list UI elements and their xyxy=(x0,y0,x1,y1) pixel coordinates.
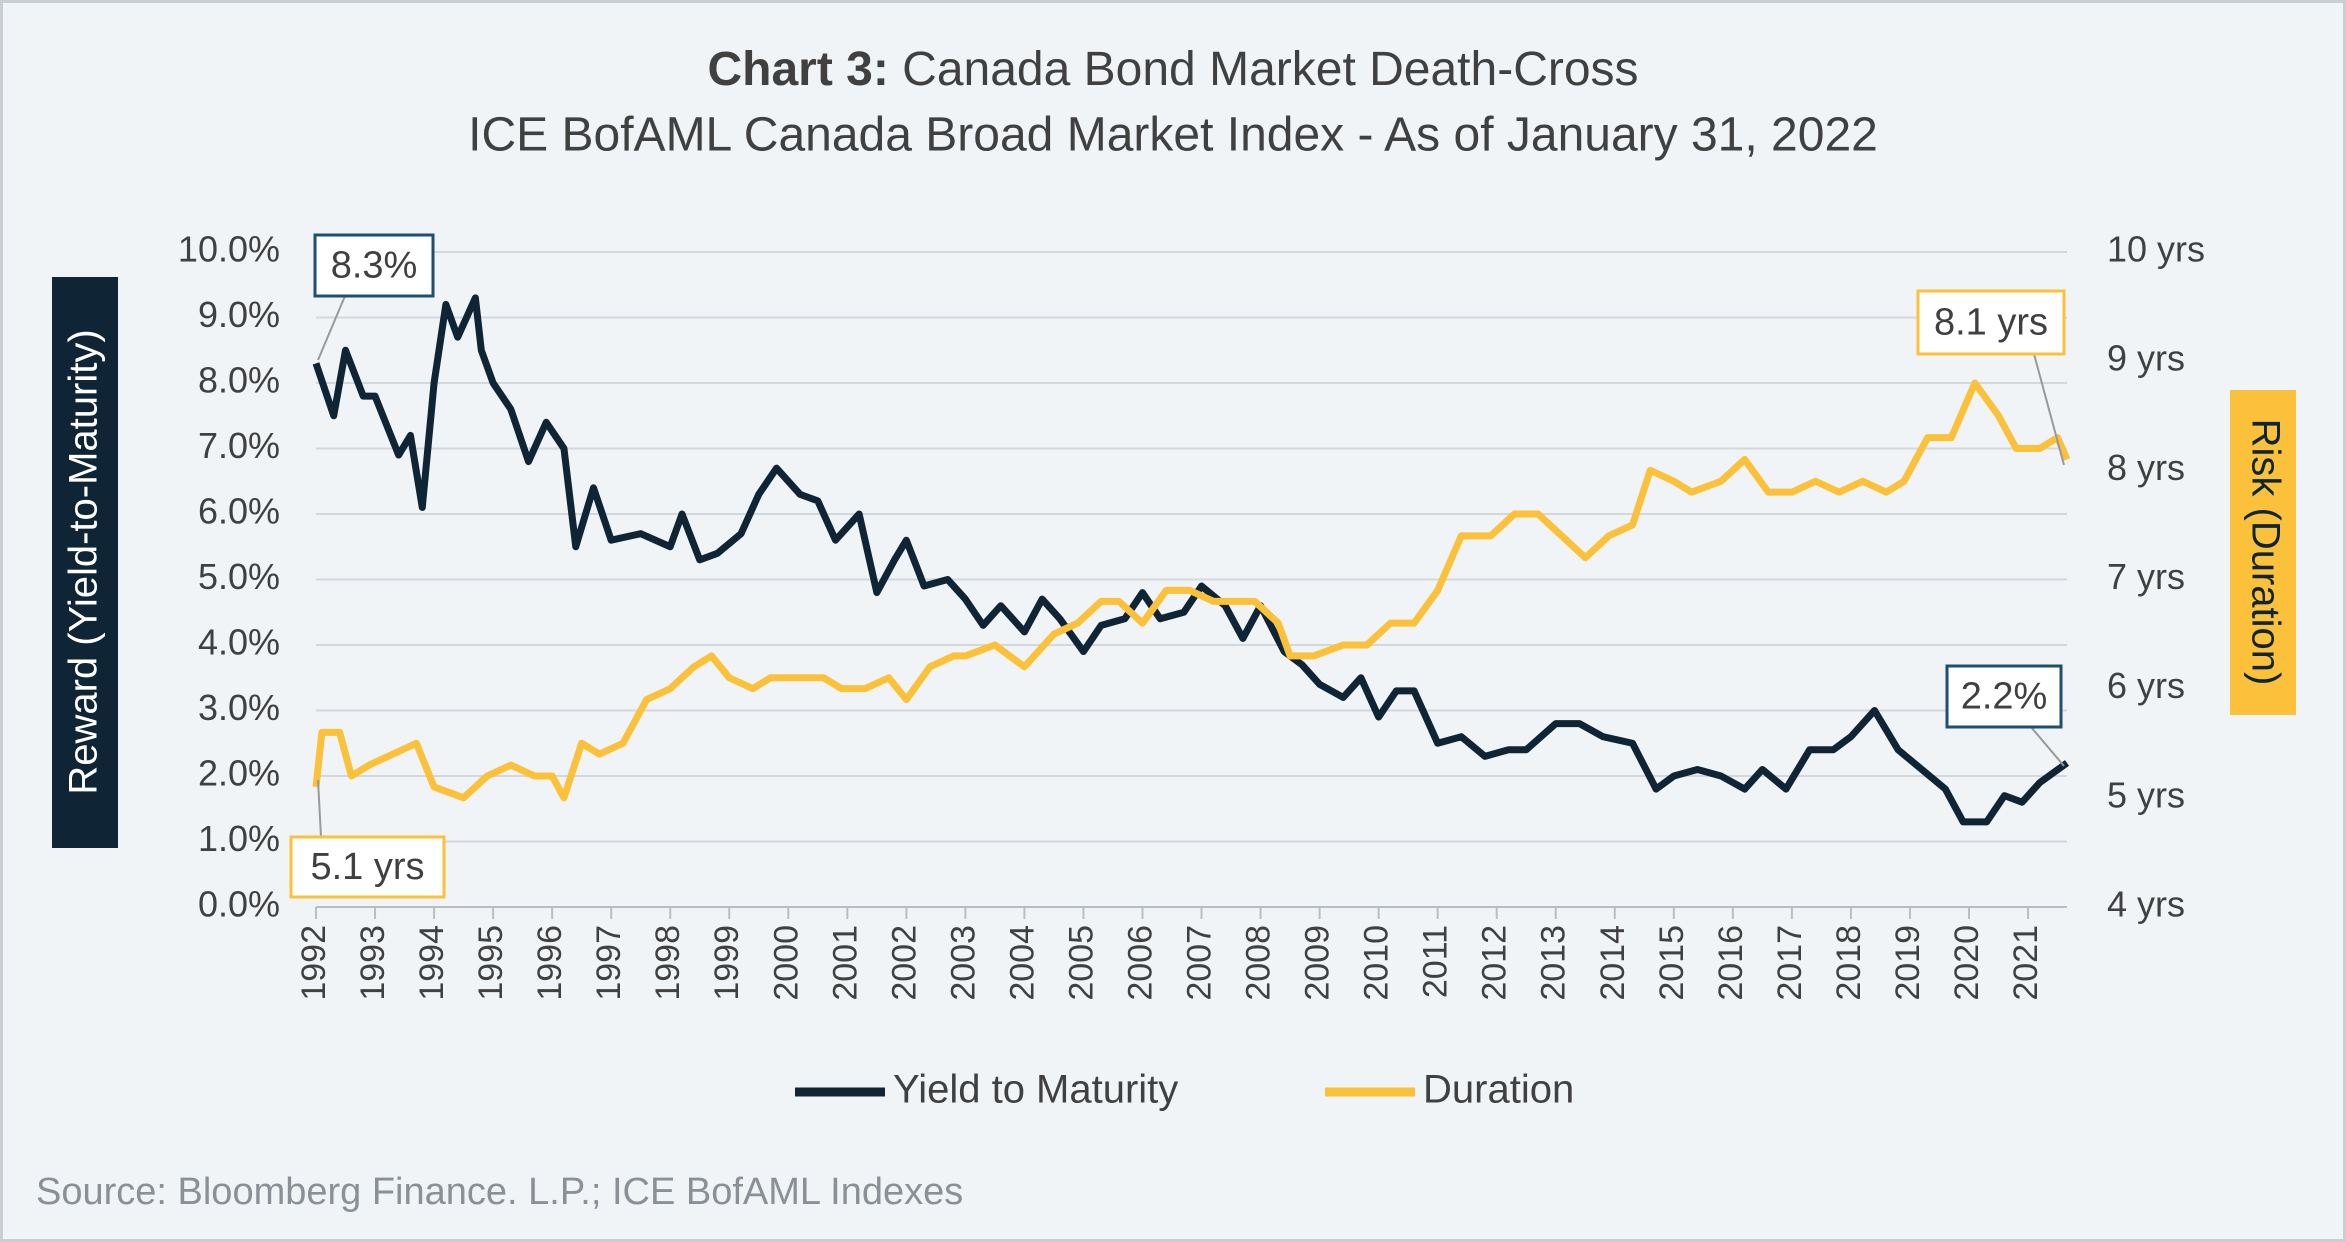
y-tick-label: 9.0% xyxy=(198,294,280,335)
y2-tick-label: 9 yrs xyxy=(2107,338,2185,379)
y2-tick-label: 10 yrs xyxy=(2107,229,2205,270)
y2-tick-label: 7 yrs xyxy=(2107,556,2185,597)
x-tick-label: 2010 xyxy=(1358,925,1396,1001)
x-tick-label: 2003 xyxy=(944,925,982,1001)
annotation: 8.3% xyxy=(331,245,418,287)
legend-label: Duration xyxy=(1423,1068,1574,1112)
x-tick-label: 2005 xyxy=(1062,925,1100,1001)
y2-tick-label: 8 yrs xyxy=(2107,447,2185,488)
y-tick-label: 7.0% xyxy=(198,425,280,466)
y2-axis-label: Risk (Duration) xyxy=(2243,419,2287,686)
y-tick-label: 0.0% xyxy=(198,884,280,925)
legend-label: Yield to Maturity xyxy=(893,1068,1178,1112)
y-tick-label: 3.0% xyxy=(198,687,280,728)
chart-subtitle: ICE BofAML Canada Broad Market Index - A… xyxy=(468,109,1878,162)
x-tick-label: 1993 xyxy=(354,925,392,1001)
y-axis-label: Reward (Yield-to-Maturity) xyxy=(62,329,106,794)
x-tick-label: 2002 xyxy=(885,925,923,1001)
y2-label-box xyxy=(2230,390,2296,715)
y-tick-label: 2.0% xyxy=(198,753,280,794)
title-bold: Chart 3: xyxy=(707,43,888,96)
title-text: Canada Bond Market Death-Cross xyxy=(902,43,1638,96)
annotation: 8.1 yrs xyxy=(1934,302,2048,344)
x-tick-label: 2013 xyxy=(1535,925,1573,1001)
x-tick-label: 1996 xyxy=(531,925,569,1001)
annotation-leader xyxy=(317,779,322,838)
x-tick-label: 2021 xyxy=(2007,925,2045,1001)
x-tick-label: 1992 xyxy=(295,925,333,1001)
y-tick-label: 4.0% xyxy=(198,622,280,663)
annotation-leader xyxy=(2030,726,2065,767)
x-tick-label: 2020 xyxy=(1948,925,1986,1001)
annotation-box xyxy=(1916,289,2066,356)
x-tick-label: 2017 xyxy=(1771,925,1809,1001)
annotation-leader xyxy=(2033,353,2065,466)
series-line xyxy=(312,379,2071,802)
x-tick-label: 2000 xyxy=(767,925,805,1001)
y-label-box xyxy=(52,277,118,848)
x-tick-label: 2014 xyxy=(1594,925,1632,1001)
annotation-box xyxy=(1945,664,2063,729)
x-tick-label: 2019 xyxy=(1889,925,1927,1001)
annotation: 2.2% xyxy=(1961,676,2048,718)
y2-tick-label: 4 yrs xyxy=(2107,884,2185,925)
x-tick-label: 2001 xyxy=(826,925,864,1001)
annotation-box xyxy=(313,233,435,298)
x-tick-label: 2006 xyxy=(1121,925,1159,1001)
x-tick-label: 1994 xyxy=(413,925,451,1001)
x-tick-label: 2015 xyxy=(1653,925,1691,1001)
y2-tick-label: 6 yrs xyxy=(2107,665,2185,706)
y2-tick-label: 5 yrs xyxy=(2107,774,2185,815)
x-tick-label: 1999 xyxy=(708,925,746,1001)
x-tick-label: 1997 xyxy=(590,925,628,1001)
y-tick-label: 8.0% xyxy=(198,360,280,401)
y-tick-label: 6.0% xyxy=(198,491,280,532)
annotation: 5.1 yrs xyxy=(310,846,424,888)
y-tick-label: 5.0% xyxy=(198,556,280,597)
x-tick-label: 2011 xyxy=(1417,925,1455,998)
y-tick-label: 1.0% xyxy=(198,818,280,859)
x-tick-label: 2016 xyxy=(1712,925,1750,1001)
x-tick-label: 2018 xyxy=(1830,925,1868,1001)
x-tick-label: 1995 xyxy=(472,925,510,1001)
source-note: Source: Bloomberg Finance. L.P.; ICE Bof… xyxy=(36,1171,963,1213)
annotation-box xyxy=(289,835,446,899)
series-line xyxy=(312,294,2070,826)
x-tick-label: 2012 xyxy=(1476,925,1514,1001)
annotation-leader xyxy=(317,295,346,361)
y-tick-label: 10.0% xyxy=(178,229,280,270)
x-tick-label: 1998 xyxy=(649,925,687,1001)
x-tick-label: 2008 xyxy=(1240,925,1278,1001)
x-tick-label: 2009 xyxy=(1299,925,1337,1001)
x-tick-label: 2007 xyxy=(1181,925,1219,1001)
chart-title: Chart 3: Canada Bond Market Death-Cross xyxy=(707,43,1638,96)
x-tick-label: 2004 xyxy=(1003,925,1041,1001)
